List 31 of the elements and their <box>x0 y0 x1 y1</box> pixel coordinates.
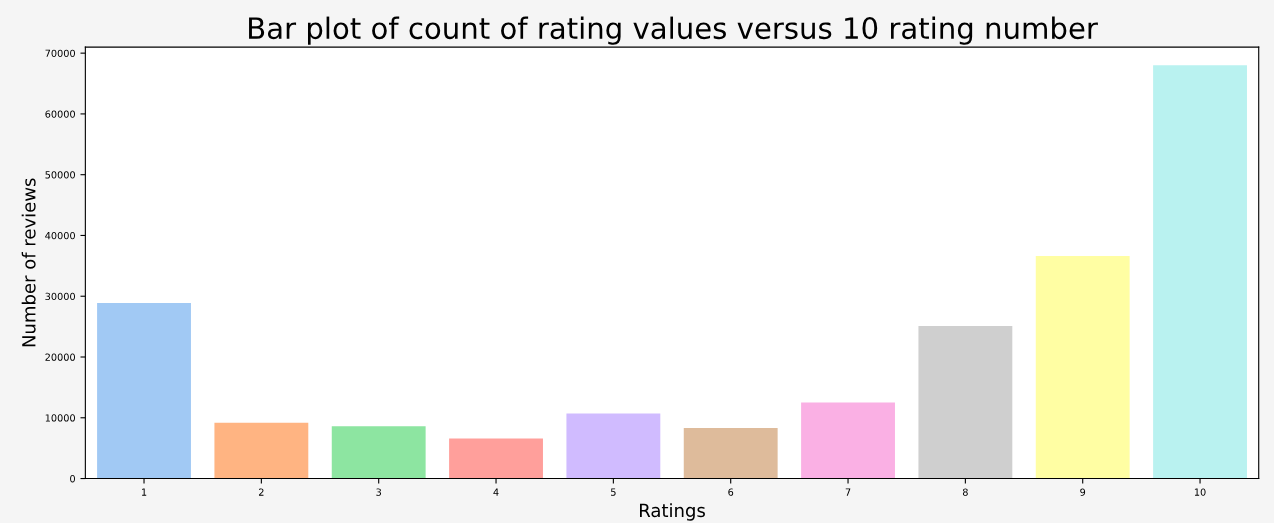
bar <box>214 422 309 479</box>
bar <box>683 428 778 479</box>
bar <box>331 426 426 479</box>
y-tick-label: 0 <box>70 475 75 483</box>
x-tick-label: 4 <box>493 488 499 496</box>
x-tick-label: 9 <box>1080 488 1086 496</box>
y-tick-label: 20000 <box>45 353 75 361</box>
chart-title: Bar plot of count of rating values versus 10 rating number <box>249 16 1098 45</box>
x-tick-label: 6 <box>728 488 734 496</box>
x-tick-label: 8 <box>962 488 968 496</box>
x-tick-label: 3 <box>376 488 382 496</box>
y-axis-title: Number of reviews <box>21 178 36 347</box>
bar <box>449 438 543 479</box>
y-tick-label: 30000 <box>45 292 75 301</box>
bar <box>97 302 191 479</box>
x-axis-title: Ratings <box>640 503 705 521</box>
x-tick-label: 10 <box>1194 488 1206 496</box>
x-tick-label: 7 <box>845 488 851 496</box>
bar <box>801 402 895 479</box>
bar <box>1035 256 1130 479</box>
y-tick-label: 10000 <box>45 414 75 422</box>
x-tick-label: 1 <box>142 488 147 496</box>
y-tick-label: 70000 <box>45 49 75 57</box>
x-tick-label: 5 <box>611 488 616 496</box>
y-tick-label: 60000 <box>45 110 75 118</box>
bar <box>1153 65 1247 479</box>
y-tick-label: 50000 <box>45 171 75 179</box>
y-tick-label: 40000 <box>45 231 75 240</box>
bar <box>918 326 1013 479</box>
x-tick-label: 2 <box>258 488 264 496</box>
bar <box>566 413 661 479</box>
